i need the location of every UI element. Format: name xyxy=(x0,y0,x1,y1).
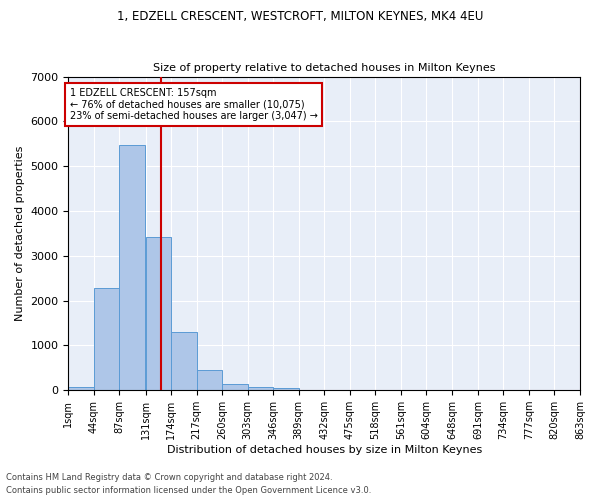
Bar xyxy=(94,288,119,390)
Text: 1, EDZELL CRESCENT, WESTCROFT, MILTON KEYNES, MK4 4EU: 1, EDZELL CRESCENT, WESTCROFT, MILTON KE… xyxy=(117,10,483,23)
Bar xyxy=(222,384,248,390)
X-axis label: Distribution of detached houses by size in Milton Keynes: Distribution of detached houses by size … xyxy=(167,445,482,455)
Bar xyxy=(146,236,171,390)
Bar xyxy=(68,387,94,390)
Text: Contains HM Land Registry data © Crown copyright and database right 2024.
Contai: Contains HM Land Registry data © Crown c… xyxy=(6,474,371,495)
Bar xyxy=(273,388,299,390)
Bar xyxy=(197,370,222,390)
Title: Size of property relative to detached houses in Milton Keynes: Size of property relative to detached ho… xyxy=(153,63,496,73)
Bar xyxy=(248,386,273,390)
Bar xyxy=(119,144,145,390)
Y-axis label: Number of detached properties: Number of detached properties xyxy=(15,146,25,321)
Text: 1 EDZELL CRESCENT: 157sqm
← 76% of detached houses are smaller (10,075)
23% of s: 1 EDZELL CRESCENT: 157sqm ← 76% of detac… xyxy=(70,88,317,121)
Bar xyxy=(171,332,197,390)
